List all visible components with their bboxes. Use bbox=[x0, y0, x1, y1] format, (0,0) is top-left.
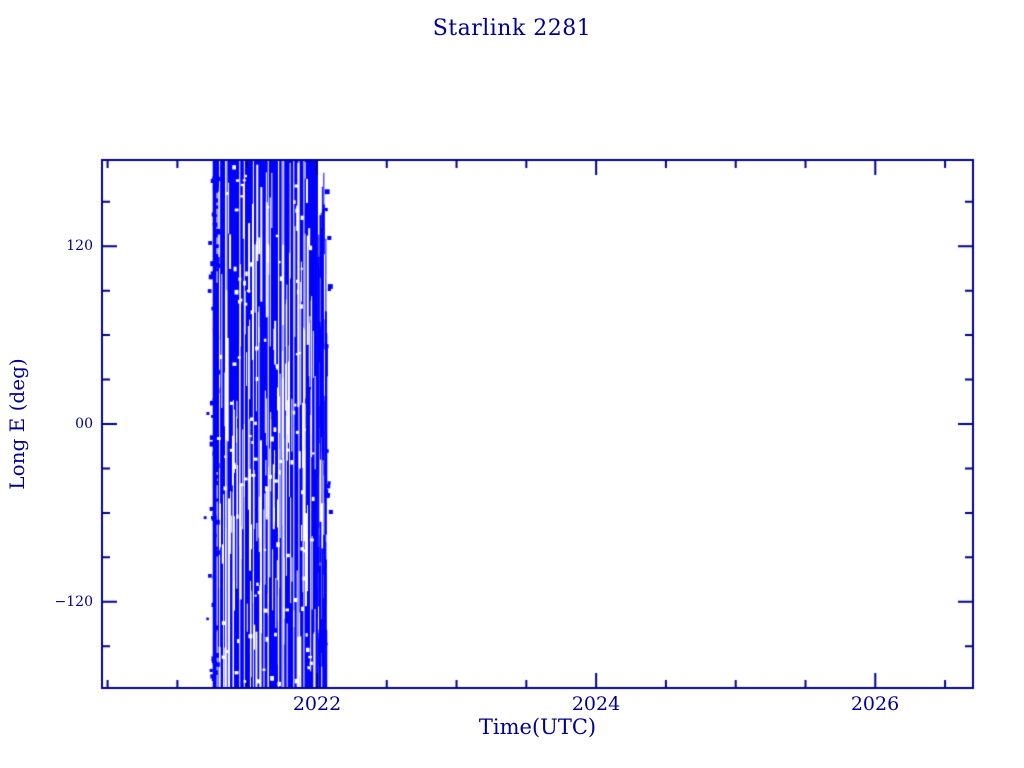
y-tick-label-neg120: −120 bbox=[54, 594, 93, 610]
x-axis-label: Time(UTC) bbox=[478, 715, 597, 739]
y-tick-label-00: 00 bbox=[75, 416, 93, 432]
x-tick-label-2022: 2022 bbox=[292, 693, 342, 715]
chart-title: Starlink 2281 bbox=[432, 16, 592, 41]
x-tick-label-2024: 2024 bbox=[571, 693, 621, 715]
y-tick-label-120: 120 bbox=[66, 238, 93, 254]
x-tick-label-2026: 2026 bbox=[850, 693, 900, 715]
